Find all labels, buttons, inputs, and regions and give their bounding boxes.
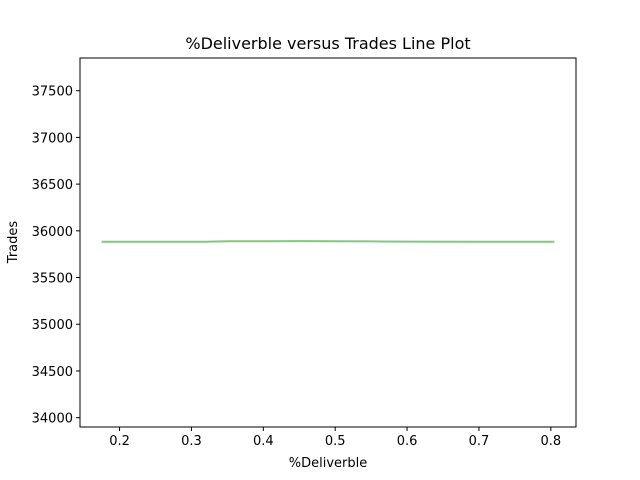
x-tick-label: 0.8 — [540, 434, 561, 449]
x-tick-label: 0.7 — [469, 434, 490, 449]
y-tick-label: 34000 — [32, 412, 73, 427]
chart-title: %Deliverble versus Trades Line Plot — [185, 34, 470, 53]
x-tick-label: 0.2 — [109, 434, 130, 449]
plot-area — [79, 57, 577, 428]
x-tick-label: 0.6 — [397, 434, 418, 449]
y-tick-label: 37000 — [32, 131, 73, 146]
x-axis-ticks: 0.2 0.3 0.4 0.5 0.6 0.7 0.8 — [109, 427, 561, 449]
y-tick-label: 36000 — [32, 225, 73, 240]
y-axis-ticks: 34000 34500 35000 35500 36000 36500 37000 37500 — [32, 85, 80, 427]
y-tick-label: 36500 — [32, 178, 73, 193]
x-tick-label: 0.3 — [181, 434, 202, 449]
y-tick-label: 37500 — [32, 85, 73, 100]
y-axis-label: Trades — [6, 221, 21, 265]
y-tick-label: 34500 — [32, 365, 73, 380]
y-tick-label: 35500 — [32, 272, 73, 287]
x-tick-label: 0.5 — [325, 434, 346, 449]
series-group — [101, 240, 555, 243]
x-axis-label: %Deliverble — [289, 456, 367, 471]
series-line — [101, 240, 555, 243]
y-tick-label: 35000 — [32, 318, 73, 333]
x-tick-label: 0.4 — [253, 434, 274, 449]
